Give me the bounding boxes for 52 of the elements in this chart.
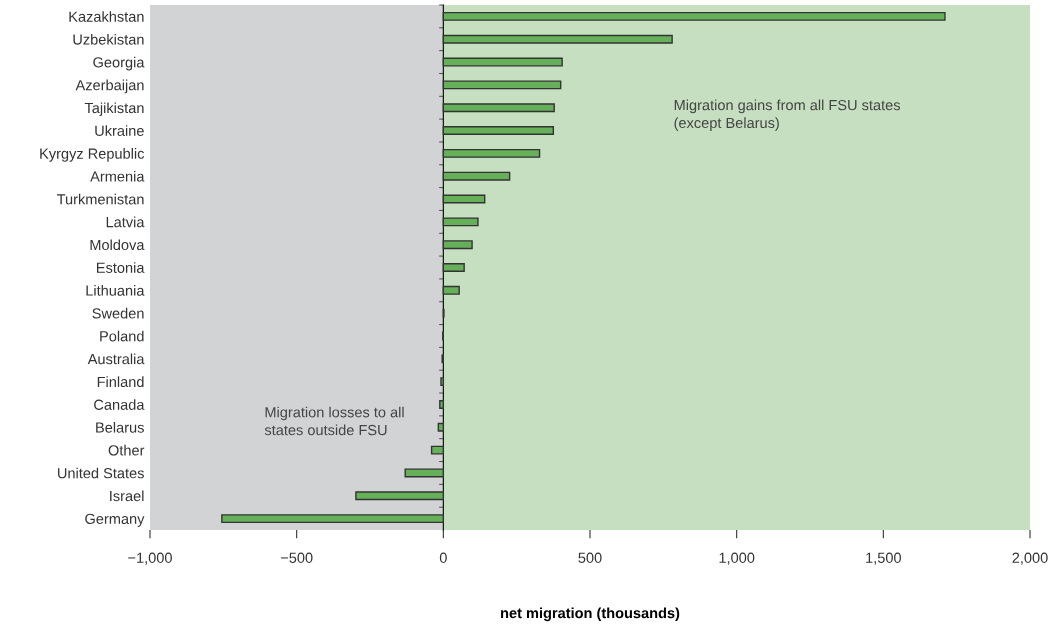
bar bbox=[355, 491, 445, 501]
y-tick-label: Kyrgyz Republic bbox=[40, 148, 145, 162]
y-tick-label: Lithuania bbox=[86, 285, 145, 296]
y-tick-label: Kazakhstan bbox=[69, 11, 144, 22]
x-tick-label: 500 bbox=[578, 552, 602, 563]
bar bbox=[442, 263, 465, 272]
y-tick-label: Canada bbox=[94, 399, 145, 410]
bar bbox=[404, 468, 445, 478]
bar bbox=[430, 445, 445, 455]
bar bbox=[442, 11, 946, 21]
bar bbox=[442, 148, 541, 158]
y-tick-label: Tajikistan bbox=[84, 102, 144, 117]
band-label: Migration gains from all FSU states (except Belarus) bbox=[674, 99, 901, 131]
y-tick-label: Other bbox=[108, 444, 145, 456]
y-tick-label: Finland bbox=[97, 376, 144, 388]
y-tick-label: Georgia bbox=[93, 56, 145, 71]
bar bbox=[442, 285, 460, 295]
x-tick-label: −1,000 bbox=[128, 552, 172, 565]
bar bbox=[442, 126, 555, 136]
bar bbox=[437, 422, 445, 432]
y-tick-label: Sweden bbox=[92, 307, 144, 319]
bar bbox=[440, 377, 445, 387]
y-tick-label: Australia bbox=[87, 353, 145, 365]
bar bbox=[439, 399, 445, 409]
bar bbox=[442, 240, 473, 250]
y-tick-label: United States bbox=[58, 467, 144, 479]
y-tick-label: Poland bbox=[100, 330, 144, 342]
band-label: Migration losses to all states outside FSU bbox=[264, 406, 404, 436]
x-tick-label: 0 bbox=[439, 552, 447, 563]
y-tick-label: Moldova bbox=[90, 239, 145, 251]
y-tick-label: Ukraine bbox=[95, 125, 144, 136]
bar bbox=[442, 57, 563, 67]
bar bbox=[442, 171, 511, 181]
y-tick-label: Armenia bbox=[90, 170, 145, 182]
y-tick-label: Germany bbox=[85, 513, 145, 527]
x-tick-label: 1,500 bbox=[866, 552, 902, 565]
bar bbox=[221, 514, 445, 524]
x-tick-label: 2,000 bbox=[1012, 552, 1048, 565]
bar bbox=[442, 217, 479, 227]
bar bbox=[442, 80, 562, 90]
bar bbox=[442, 103, 555, 113]
y-tick-label: Turkmenistan bbox=[56, 193, 144, 205]
y-tick-label: Latvia bbox=[106, 216, 145, 228]
bar bbox=[442, 34, 673, 44]
y-tick-label: Azerbaijan bbox=[75, 79, 144, 94]
y-tick-label: Israel bbox=[110, 490, 144, 502]
y-tick-label: Belarus bbox=[96, 422, 144, 433]
y-tick-label: Uzbekistan bbox=[73, 33, 144, 45]
x-tick-label: 1,000 bbox=[719, 552, 755, 565]
x-tick-label: −500 bbox=[280, 552, 313, 563]
y-tick-label: Estonia bbox=[97, 262, 145, 273]
x-axis-title: net migration (thousands) bbox=[501, 607, 680, 622]
